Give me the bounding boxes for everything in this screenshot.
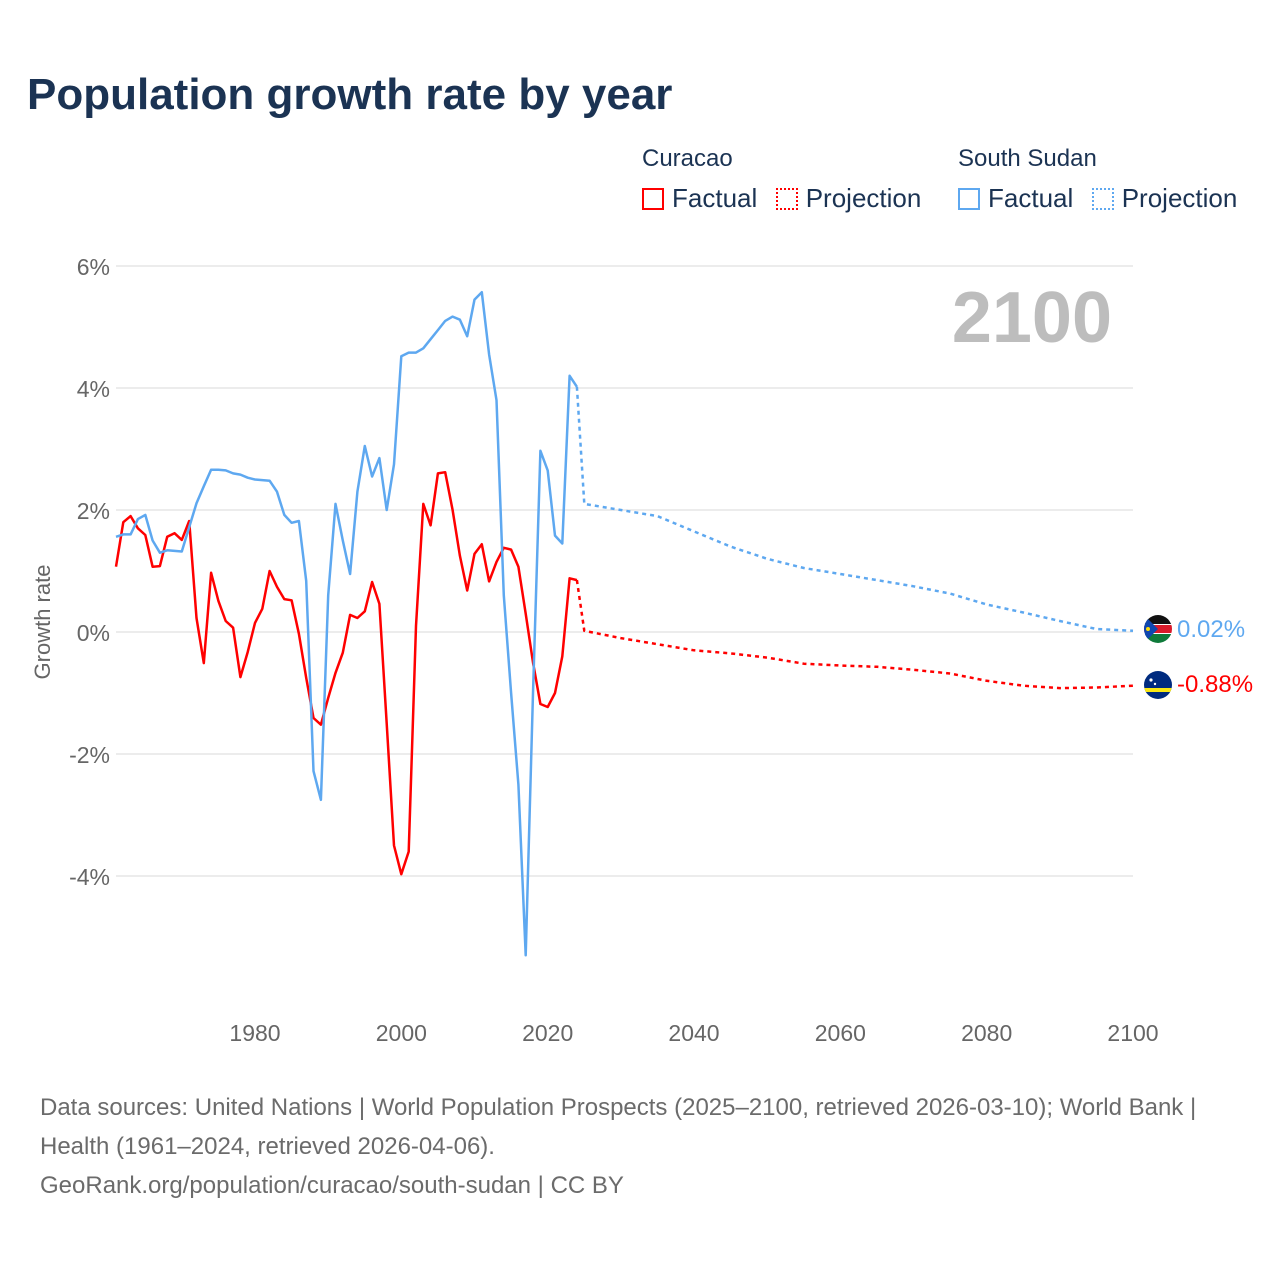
y-tick-label: -2%	[69, 742, 110, 768]
curacao-factual-line	[114, 470, 578, 876]
y-tick-label: 4%	[77, 376, 110, 402]
year-overlay: 2100	[952, 278, 1112, 358]
x-tick-label: 1980	[229, 1020, 280, 1046]
curacao-flag-icon	[1144, 671, 1172, 699]
source-link[interactable]: GeoRank.org/population/curacao/south-sud…	[40, 1172, 624, 1199]
x-tick-label: 2080	[961, 1020, 1012, 1046]
legend-south-sudan-factual[interactable]: Factual	[958, 183, 1073, 214]
x-tick-label: 2100	[1107, 1020, 1158, 1046]
legend-curacao-factual[interactable]: Factual	[642, 183, 757, 214]
y-tick-label: 0%	[77, 620, 110, 646]
dotted-swatch-icon	[1091, 187, 1114, 210]
x-tick-label: 2060	[815, 1020, 866, 1046]
legend-curacao: Curacao Factual Projection	[642, 145, 935, 215]
legend-south-sudan: South Sudan Factual Projection	[958, 145, 1251, 215]
solid-swatch-icon	[958, 187, 980, 210]
x-tick-label: 2020	[522, 1020, 573, 1046]
legend-label: Projection	[1121, 183, 1238, 213]
curacao-projection-line	[575, 579, 1134, 690]
y-axis-label: Growth rate	[30, 565, 55, 680]
footer: Data sources: United Nations | World Pop…	[40, 1088, 1240, 1205]
y-tick-label: -4%	[69, 864, 110, 890]
south-sudan-projection-line	[575, 386, 1134, 633]
south-sudan-end-label: 0.02%	[1177, 616, 1245, 643]
y-tick-label: 2%	[77, 498, 110, 524]
legend-curacao-projection[interactable]: Projection	[775, 183, 922, 214]
south-sudan-factual-line	[115, 290, 578, 957]
solid-swatch-icon	[642, 187, 664, 210]
legend-group-name: Curacao	[642, 145, 733, 172]
data-sources: Data sources: United Nations | World Pop…	[40, 1094, 1197, 1160]
south-sudan-flag-icon	[1144, 615, 1172, 643]
x-tick-label: 2000	[376, 1020, 427, 1046]
legend-group-name: South Sudan	[958, 145, 1097, 172]
page-title: Population growth rate by year	[27, 70, 673, 119]
y-tick-label: 6%	[77, 254, 110, 280]
legend-south-sudan-projection[interactable]: Projection	[1091, 183, 1238, 214]
legend-label: Projection	[805, 183, 922, 213]
curacao-end-label: -0.88%	[1177, 671, 1253, 698]
legend-label: Factual	[988, 183, 1074, 213]
x-tick-label: 2040	[668, 1020, 719, 1046]
legend-label: Factual	[672, 183, 758, 213]
dotted-swatch-icon	[775, 187, 798, 210]
